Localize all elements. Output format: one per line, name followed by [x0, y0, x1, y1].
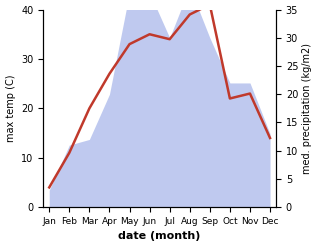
X-axis label: date (month): date (month): [118, 231, 201, 242]
Y-axis label: med. precipitation (kg/m2): med. precipitation (kg/m2): [302, 43, 313, 174]
Y-axis label: max temp (C): max temp (C): [5, 75, 16, 142]
